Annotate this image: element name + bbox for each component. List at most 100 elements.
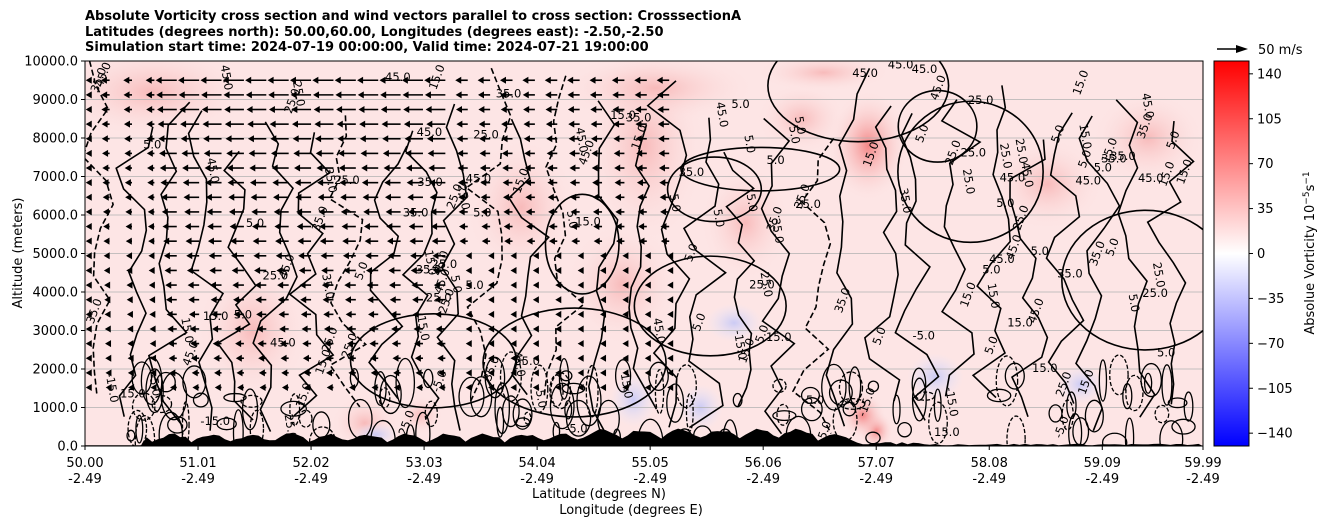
wind-vector-head	[290, 91, 297, 99]
x-tick-label-lat: 53.03	[405, 456, 442, 471]
wind-vector-head	[234, 325, 241, 333]
wind-vector-head	[258, 369, 265, 377]
contour-label: 5.0	[786, 124, 803, 144]
wind-vector-head	[637, 208, 644, 216]
contour-label: 45.0	[204, 157, 222, 185]
wind-vector-head	[326, 383, 333, 391]
contour-loop	[633, 255, 787, 357]
contour-label: 5.0	[667, 193, 684, 213]
wind-vector-head	[237, 383, 244, 391]
contour-labels: 45.05.045.05.05.0-15.05.025.025.05.015.0…	[85, 61, 1195, 441]
wind-vector-head	[430, 208, 437, 216]
wind-vector-head	[502, 179, 509, 187]
wind-vector-head	[503, 193, 510, 201]
contour-loop-small	[772, 378, 787, 393]
contour-label: 25.0	[968, 93, 994, 107]
contour-line	[971, 85, 1012, 399]
x-tick-label-lat: 58.08	[971, 456, 1008, 471]
wind-vector-head	[228, 193, 235, 201]
wind-vector-head	[146, 149, 153, 157]
wind-vector-head	[145, 91, 152, 99]
wind-vector-head	[433, 266, 440, 274]
wind-vector-head	[124, 179, 131, 187]
contour-loop-small	[182, 365, 207, 399]
wind-vector-head	[302, 354, 309, 362]
wind-vector-head	[589, 76, 596, 84]
wind-vector-head	[644, 252, 651, 260]
wind-vector-head	[389, 281, 396, 289]
wind-vector-head	[279, 325, 286, 333]
wind-vector-head	[291, 106, 298, 114]
contour-label: -5.0	[913, 329, 935, 343]
wind-vector-head	[357, 91, 364, 99]
contour-label: 5.0	[1031, 244, 1049, 258]
wind-vector-head	[277, 281, 284, 289]
wind-vector-head	[224, 120, 231, 128]
contour-loop-small	[422, 368, 434, 389]
wind-vector-head	[347, 340, 354, 348]
x-tick-label-lat: 57.07	[858, 456, 895, 471]
wind-vector-head	[304, 383, 311, 391]
wind-vector-head	[123, 76, 130, 84]
wind-vector-head	[275, 237, 282, 245]
wind-vector-head	[477, 76, 484, 84]
wind-vector-head	[458, 208, 465, 216]
wind-vector-head	[180, 135, 187, 143]
wind-vector-head	[503, 208, 510, 216]
contour-label: 5.0	[448, 274, 465, 294]
contour-label: 35.0	[319, 272, 337, 300]
wind-vector-head	[103, 252, 110, 260]
contour-loop-small	[897, 421, 912, 438]
wind-vector-head	[638, 237, 645, 245]
contour-loop-small	[585, 364, 599, 418]
wind-vector-head	[85, 135, 92, 143]
wind-vector-head	[212, 325, 219, 333]
wind-vector-head	[545, 91, 552, 99]
contour-label: 25.0	[290, 80, 308, 108]
wind-vector-head	[660, 208, 667, 216]
wind-vector-head	[555, 325, 562, 333]
wind-vector-head	[202, 120, 209, 128]
wind-vector-head	[85, 193, 92, 201]
wind-vector-head	[208, 252, 215, 260]
wind-vector-head	[532, 354, 539, 362]
contour-label: 45.0	[1138, 171, 1164, 185]
wind-vector-head	[510, 383, 517, 391]
x-tick-label-lon: -2.49	[181, 472, 215, 487]
wind-vector-head	[127, 325, 134, 333]
wind-vector-head	[465, 325, 472, 333]
contour-loop-small	[558, 357, 570, 400]
wind-vector-head	[644, 340, 651, 348]
wind-vector-head	[414, 340, 421, 348]
wind-vector-head	[532, 340, 539, 348]
wind-vector-head	[323, 325, 330, 333]
wind-vector-head	[455, 106, 462, 114]
wind-vector-head	[438, 383, 445, 391]
wind-vector-head	[479, 135, 486, 143]
wind-vector-head	[555, 252, 562, 260]
wind-vector-head	[280, 354, 287, 362]
wind-vector-head	[159, 149, 166, 157]
wind-vector-head	[159, 164, 166, 172]
wind-vector-head	[301, 325, 308, 333]
wind-vector-head	[644, 296, 651, 304]
wind-vector-head	[615, 223, 622, 231]
wind-vector-head	[297, 237, 304, 245]
wind-vector-head	[548, 237, 555, 245]
contour-loop-small	[515, 417, 531, 428]
wind-vector-head	[416, 383, 423, 391]
colorbar-ticks: 140 105 70 35 0 −35 −70 −105 −140	[1249, 67, 1293, 442]
wind-vector-head	[322, 296, 329, 304]
wind-vector-head	[457, 179, 464, 187]
wind-vector-head	[357, 76, 364, 84]
wind-vector-head	[488, 310, 495, 318]
wind-vector-head	[667, 310, 674, 318]
contour-loop-small	[530, 364, 549, 413]
wind-vector-head	[622, 310, 629, 318]
wind-vector-head	[570, 223, 577, 231]
wind-vector-head	[249, 179, 256, 187]
wind-vector-head	[614, 193, 621, 201]
wind-vector-head	[392, 354, 399, 362]
contour-loop-small	[512, 398, 533, 430]
wind-vector-head	[569, 164, 576, 172]
